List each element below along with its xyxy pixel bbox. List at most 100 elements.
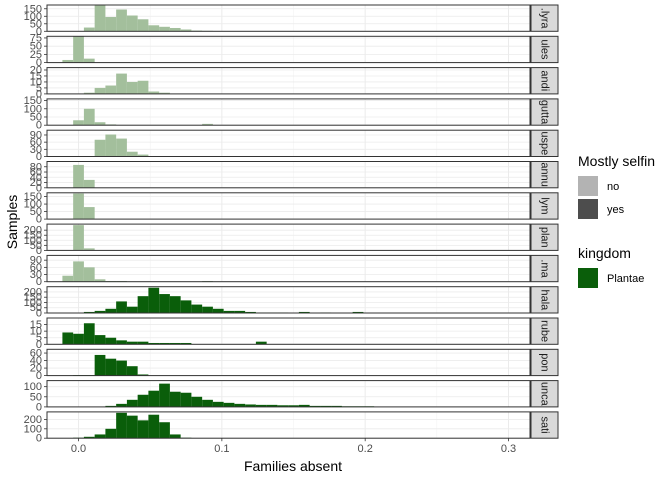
histogram-bar bbox=[73, 261, 84, 282]
y-tick-label: 200 bbox=[24, 225, 42, 237]
y-tick-label: 100 bbox=[24, 297, 42, 309]
facet-strip-label: sati bbox=[539, 416, 551, 433]
histogram-bar bbox=[73, 193, 84, 220]
legend-title: kingdom bbox=[578, 245, 631, 261]
y-tick-label: 0 bbox=[36, 339, 42, 351]
y-tick-label: 0 bbox=[36, 214, 42, 226]
histogram-bar bbox=[180, 300, 192, 313]
histogram-bar bbox=[169, 296, 181, 313]
histogram-bar bbox=[116, 360, 127, 376]
y-tick-label: 50 bbox=[30, 240, 42, 252]
histogram-bar bbox=[159, 294, 170, 313]
facet-strip bbox=[530, 411, 559, 439]
y-tick-label: 50 bbox=[30, 41, 42, 53]
x-axis: 0.0 0.1 0.2 0.3 bbox=[71, 438, 516, 455]
histogram-bar bbox=[137, 19, 149, 32]
histogram-bar bbox=[309, 405, 321, 407]
y-tick-label: 5 bbox=[36, 332, 42, 344]
facet-strip-label: rube bbox=[539, 320, 551, 342]
histogram-bar bbox=[94, 139, 106, 157]
histogram-bar bbox=[148, 342, 160, 345]
y-axis-title: Samples bbox=[4, 195, 20, 249]
histogram-bar bbox=[212, 401, 224, 407]
y-tick-label: 0 bbox=[36, 401, 42, 413]
histogram-bar bbox=[212, 308, 224, 313]
y-tick-label: 200 bbox=[24, 286, 42, 298]
histogram-bar bbox=[148, 390, 160, 407]
histogram-bar bbox=[83, 311, 95, 313]
facet-strip bbox=[530, 380, 559, 408]
y-tick-label: 40 bbox=[30, 172, 42, 184]
y-tick-label: 20 bbox=[30, 64, 42, 76]
y-tick-label: 25 bbox=[30, 49, 42, 61]
y-tick-label: 50 bbox=[30, 206, 42, 218]
histogram-bar bbox=[180, 392, 192, 407]
histogram-bar bbox=[126, 399, 138, 407]
histogram-bar bbox=[148, 91, 160, 94]
histogram-bar bbox=[159, 26, 170, 32]
x-tick-label: 0.2 bbox=[358, 443, 373, 455]
facet-strip-label: andi bbox=[539, 70, 551, 91]
panel-border bbox=[46, 161, 531, 189]
panel-border bbox=[46, 192, 531, 220]
facet-strip-label: annu bbox=[539, 162, 551, 186]
facet-strip-label: pon bbox=[539, 353, 551, 371]
histogram-bar bbox=[105, 358, 117, 376]
legend: Mostly selfin no yes bbox=[578, 153, 655, 219]
histogram-bar bbox=[126, 15, 138, 32]
histogram-bar bbox=[73, 225, 84, 251]
y-tick-label: 75 bbox=[30, 32, 42, 44]
y-tick-label: 100 bbox=[24, 235, 42, 247]
y-tick-label: 0 bbox=[36, 308, 42, 320]
histogram-bar bbox=[94, 122, 106, 126]
histogram-bar bbox=[126, 366, 138, 376]
histogram-bar bbox=[116, 9, 127, 32]
panel-border bbox=[46, 223, 531, 251]
y-tick-label: 40 bbox=[30, 355, 42, 367]
y-tick-label: 30 bbox=[30, 269, 42, 281]
legends: Mostly selfin no yes kingdom Plantae bbox=[578, 153, 655, 288]
legend-key bbox=[578, 176, 598, 196]
facet-strip-label: plan bbox=[539, 227, 551, 248]
histogram-bar bbox=[331, 405, 342, 407]
histogram-bar bbox=[83, 207, 95, 220]
histogram-bar bbox=[159, 92, 170, 94]
y-tick-label: 200 bbox=[24, 414, 42, 426]
histogram-bar bbox=[94, 87, 106, 94]
histogram-bar bbox=[105, 17, 117, 32]
facet-strip-label: .ma bbox=[539, 259, 551, 278]
panel-border bbox=[46, 4, 531, 32]
y-tick-label: 0 bbox=[36, 433, 42, 445]
histogram-bar bbox=[320, 405, 332, 407]
histogram-bar bbox=[116, 73, 127, 94]
x-tick-label: 0.3 bbox=[501, 443, 516, 455]
facet-strip bbox=[530, 223, 559, 251]
y-tick-label: 50 bbox=[30, 111, 42, 123]
legend-label: yes bbox=[607, 204, 625, 216]
facet-strip-label: .lyra bbox=[539, 8, 551, 30]
histogram-bar bbox=[223, 310, 235, 313]
y-tick-label: 90 bbox=[30, 255, 42, 267]
y-tick-label: 20 bbox=[30, 363, 42, 375]
y-tick-label: 60 bbox=[30, 262, 42, 274]
histogram-bar bbox=[169, 434, 181, 439]
y-tick-label: 100 bbox=[24, 423, 42, 435]
facet-strip bbox=[530, 35, 559, 64]
histogram-bar bbox=[148, 414, 160, 439]
histogram-bar bbox=[83, 436, 95, 439]
facet-strip bbox=[530, 317, 559, 345]
histogram-bar bbox=[298, 404, 310, 407]
legend-label: no bbox=[607, 181, 619, 193]
histogram-bar bbox=[105, 428, 117, 439]
y-tick-label: 0 bbox=[36, 182, 42, 194]
histogram-bar bbox=[83, 92, 95, 94]
histogram-bar bbox=[148, 287, 160, 313]
y-tick-label: 150 bbox=[24, 230, 42, 242]
histogram-bar bbox=[277, 405, 289, 407]
histogram-bar bbox=[126, 306, 138, 313]
